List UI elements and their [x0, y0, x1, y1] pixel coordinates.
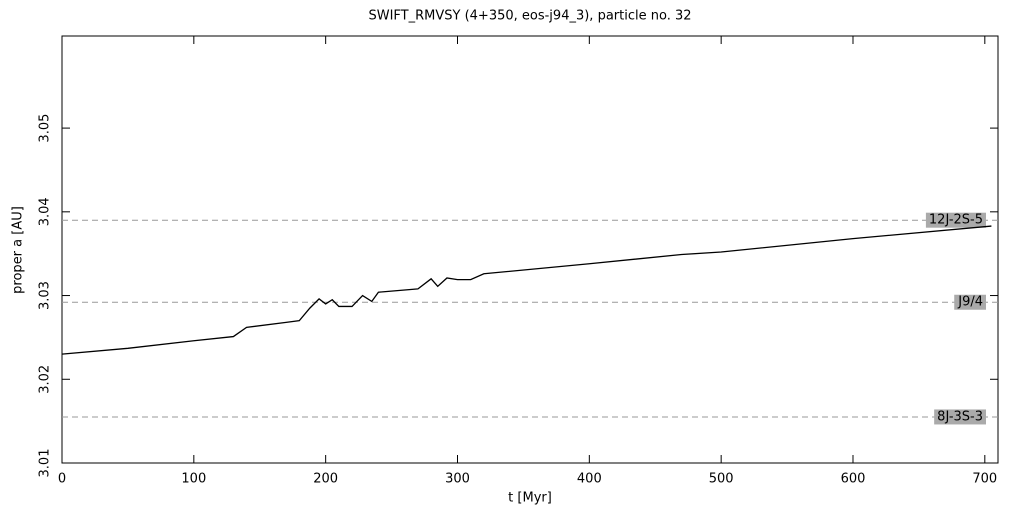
- chart-title: SWIFT_RMVSY (4+350, eos-j94_3), particle…: [368, 9, 691, 24]
- y-tick-label: 3.04: [38, 197, 53, 226]
- y-axis-label: proper a [AU]: [11, 206, 26, 294]
- resonance-label-bg: [954, 294, 986, 310]
- x-tick-label: 0: [58, 472, 66, 487]
- resonance-label: 12J-2S-5: [929, 213, 983, 228]
- x-tick-label: 100: [181, 472, 206, 487]
- x-axis-label: t [Myr]: [508, 491, 552, 506]
- plot-frame: [61, 35, 999, 464]
- y-tick-label: 3.03: [38, 281, 53, 310]
- resonance-label: 8J-3S-3: [937, 409, 983, 424]
- x-tick-label: 400: [577, 472, 602, 487]
- x-tick-label: 700: [972, 472, 997, 487]
- resonance-label-bg: [934, 409, 986, 425]
- data-line: [61, 225, 992, 355]
- y-tick-label: 3.01: [38, 449, 53, 478]
- resonance-label-bg: [925, 212, 986, 228]
- y-tick-label: 3.02: [38, 365, 53, 394]
- x-tick-label: 200: [313, 472, 338, 487]
- x-tick-label: 300: [445, 472, 470, 487]
- y-tick-label: 3.05: [38, 114, 53, 143]
- x-tick-label: 500: [709, 472, 734, 487]
- x-tick-label: 600: [841, 472, 866, 487]
- resonance-label: J9/4: [957, 295, 983, 310]
